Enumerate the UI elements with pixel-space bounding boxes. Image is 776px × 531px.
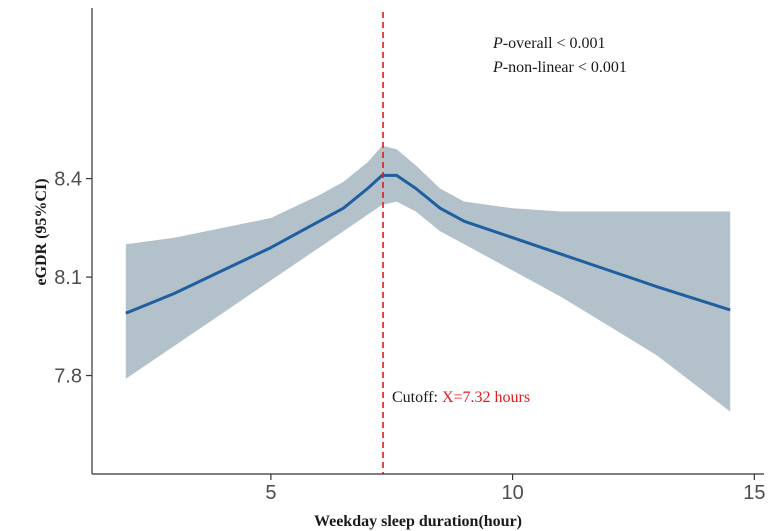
x-tick-label: 15 bbox=[743, 482, 765, 504]
x-tick-label: 10 bbox=[501, 482, 523, 504]
y-tick-label: 7.8 bbox=[54, 366, 82, 388]
p-overall-annotation: P-overall < 0.001 bbox=[492, 35, 606, 52]
y-tick-label: 8.1 bbox=[54, 267, 82, 289]
p-nonlinear-annotation: P-non-linear < 0.001 bbox=[492, 59, 627, 76]
confidence-ribbon bbox=[125, 145, 731, 412]
x-tick-label: 5 bbox=[265, 482, 276, 504]
cutoff-annotation: Cutoff: X=7.32 hours bbox=[392, 389, 530, 406]
y-tick-label: 8.4 bbox=[54, 169, 82, 191]
y-axis-title: eGDR (95%CI) bbox=[33, 178, 50, 285]
x-axis-title: Weekday sleep duration(hour) bbox=[314, 513, 522, 530]
fitted-spline-line bbox=[125, 173, 731, 315]
